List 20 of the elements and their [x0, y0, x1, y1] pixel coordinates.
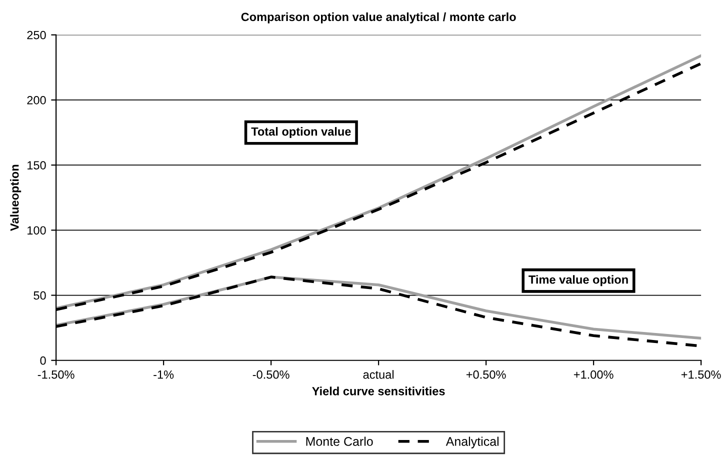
y-tick-label: 250	[27, 30, 46, 40]
y-axis-title: Valueoption	[10, 164, 22, 231]
annotation: Time value option	[528, 275, 628, 286]
x-tick-label: -1%	[154, 370, 174, 379]
annotation: Total option value	[251, 127, 351, 138]
x-axis-title: Yield curve sensitivities	[312, 386, 445, 396]
x-tick-label: +1.50%	[681, 370, 721, 379]
x-tick-label: actual	[363, 370, 394, 379]
y-tick-label: 0	[40, 356, 46, 365]
chart-title: Comparison option value analytical / monte carlo	[241, 12, 516, 24]
x-tick-label: +0.50%	[466, 370, 506, 379]
y-tick-label: 100	[28, 226, 46, 235]
x-tick-label: -1.50%	[38, 370, 74, 379]
y-tick-label: 200	[27, 96, 46, 104]
y-tick-label: 150	[28, 161, 46, 170]
x-tick-label: -0.50%	[252, 370, 290, 379]
legend-label: Analytical	[446, 436, 499, 448]
x-tick-label: +1.00%	[574, 370, 614, 379]
legend-label: Monte Carlo	[306, 436, 373, 446]
y-tick-label: 50	[34, 291, 46, 300]
